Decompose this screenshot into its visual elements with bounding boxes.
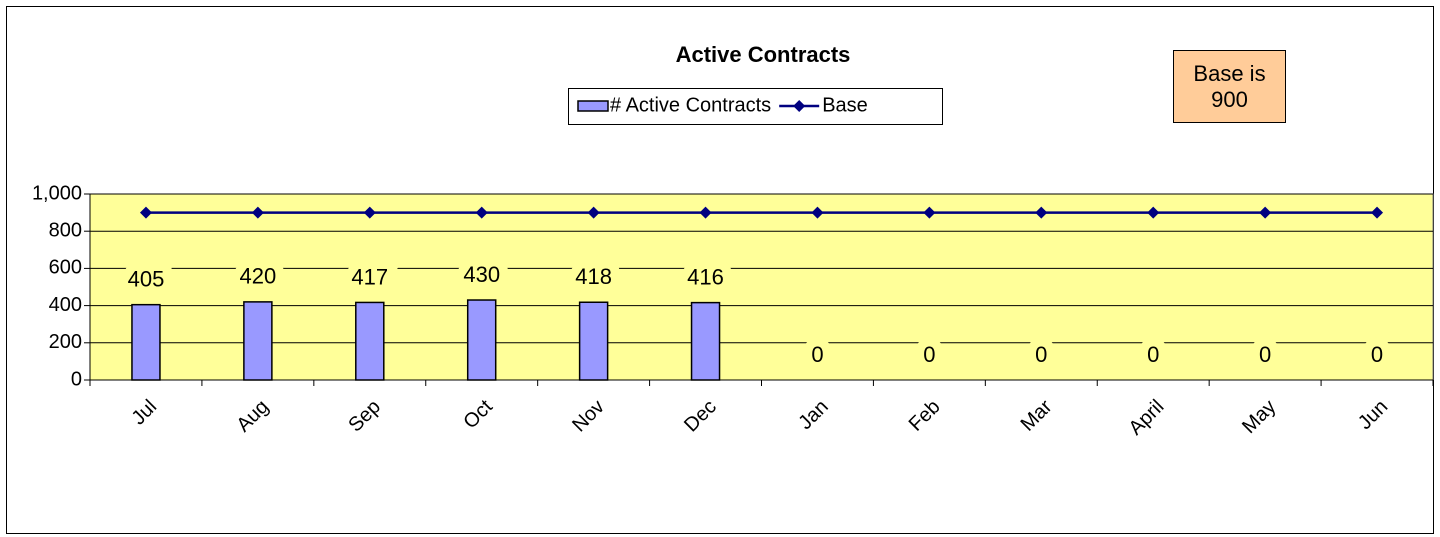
marker [811,206,824,219]
legend-label: Base [822,94,868,116]
data-label: 430 [463,262,500,287]
annotation: Base is 900 [1173,50,1286,123]
data-label: 417 [351,264,388,289]
plot-area [89,193,1434,381]
data-label: 0 [923,342,935,367]
legend-marker [793,100,806,112]
y-tick-label: 800 [49,219,82,241]
data-label: 0 [811,342,823,367]
marker [1147,206,1160,219]
bar [355,301,385,381]
marker [363,206,376,219]
data-label: 416 [687,264,724,289]
marker [251,206,264,219]
marker [923,206,936,219]
marker [1035,206,1048,219]
y-tick-label: 200 [49,331,82,353]
data-label: 0 [1371,342,1383,367]
data-label: 420 [240,264,277,289]
marker [139,206,152,219]
y-tick-label: 400 [49,294,82,316]
y-tick-label: 600 [49,257,82,279]
bar [131,303,161,381]
data-label: 0 [1035,342,1047,367]
chart-title: Active Contracts [676,42,851,67]
bar [466,299,497,381]
data-label: 418 [575,264,612,289]
y-tick-label: 0 [71,368,82,390]
legend-label: # Active Contracts [610,94,771,116]
bar [578,301,609,381]
data-label: 0 [1147,342,1159,367]
legend [568,88,943,125]
legend-swatch [577,100,609,112]
marker [587,206,600,219]
bar [243,301,273,381]
marker [1371,206,1384,219]
marker [699,206,712,219]
marker [1259,206,1272,219]
data-label: 0 [1259,342,1271,367]
data-label: 405 [128,266,165,291]
marker [475,206,488,219]
y-tick-label: 1,000 [32,182,82,204]
bar [690,301,721,381]
